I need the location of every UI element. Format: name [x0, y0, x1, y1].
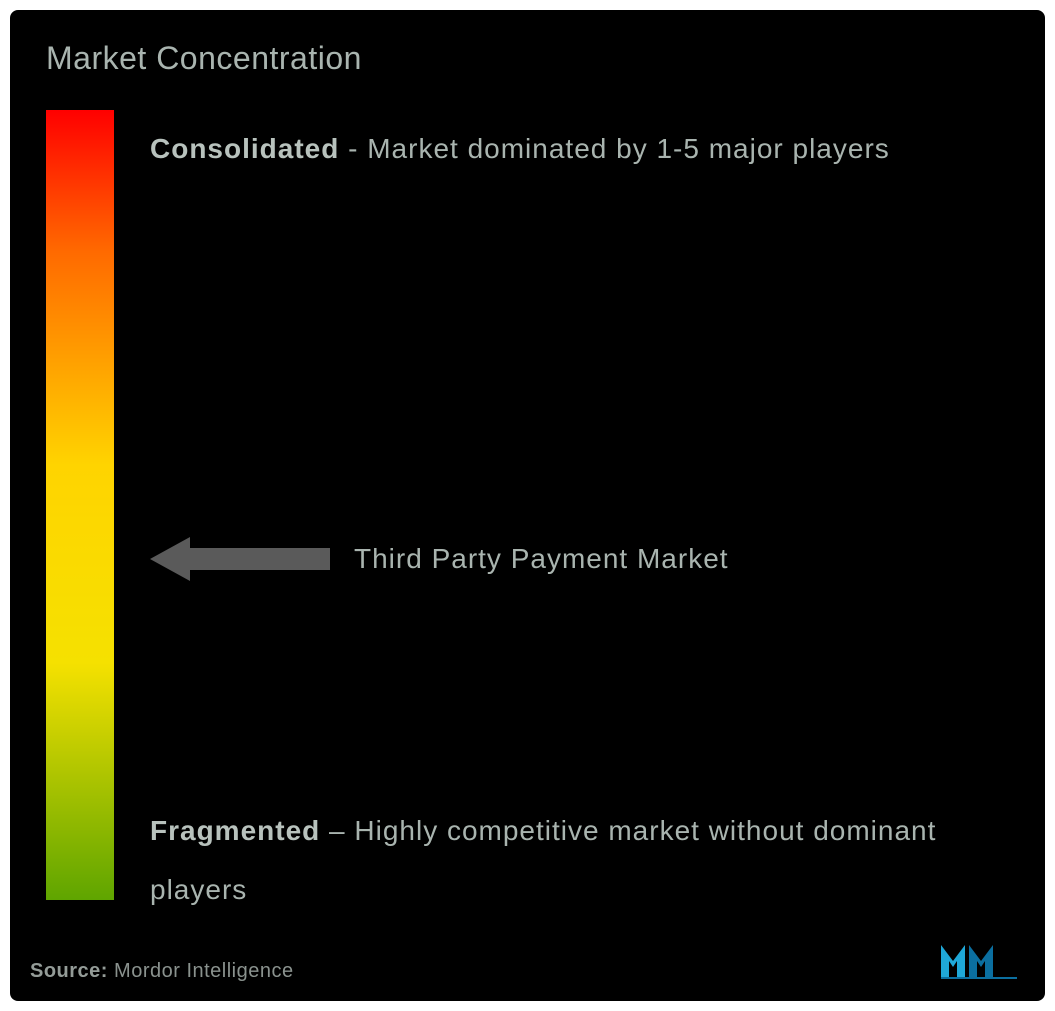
consolidated-label-rest: - Market dominated by 1-5 major players [339, 133, 889, 164]
source-name: Mordor Intelligence [114, 960, 294, 982]
market-position-marker: Third Party Payment Market [150, 536, 729, 582]
consolidated-label-bold: Consolidated [150, 133, 339, 164]
source-attribution: Source: Mordor Intelligence [30, 960, 294, 983]
source-label: Source: [30, 960, 114, 982]
arrow-left-icon [150, 536, 330, 582]
consolidated-label: Consolidated - Market dominated by 1-5 m… [150, 128, 1005, 170]
concentration-gradient-bar [46, 110, 114, 900]
fragmented-label: Fragmented – Highly competitive market w… [150, 802, 1005, 920]
fragmented-label-bold: Fragmented [150, 815, 320, 846]
title: Market Concentration [46, 40, 362, 77]
infographic-card: Market Concentration Consolidated - Mark… [10, 10, 1045, 1001]
market-name-label: Third Party Payment Market [354, 543, 729, 575]
mordor-logo-icon [941, 939, 1017, 979]
